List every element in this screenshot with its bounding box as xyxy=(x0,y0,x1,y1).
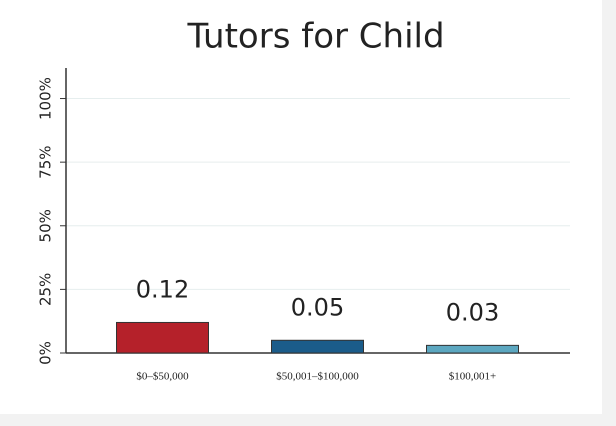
y-tick-label: 0% xyxy=(37,341,55,365)
y-tick-label: 25% xyxy=(37,273,55,306)
bar xyxy=(426,344,519,354)
page-edge xyxy=(602,0,616,426)
x-tick-label: $50,001–$100,000 xyxy=(276,371,359,383)
data-label: 0.05 xyxy=(291,293,344,321)
bar xyxy=(116,321,209,354)
y-tick-label: 75% xyxy=(37,145,55,178)
data-label: 0.03 xyxy=(446,298,499,326)
data-label: 0.12 xyxy=(136,275,189,303)
page-edge xyxy=(0,414,616,426)
y-tick-label: 50% xyxy=(37,209,55,242)
x-tick-label: $0–$50,000 xyxy=(136,371,189,383)
chart-title: Tutors for Child xyxy=(186,17,444,57)
bar xyxy=(271,339,364,354)
y-tick-label: 100% xyxy=(37,77,55,120)
x-tick-label: $100,001+ xyxy=(449,371,496,383)
